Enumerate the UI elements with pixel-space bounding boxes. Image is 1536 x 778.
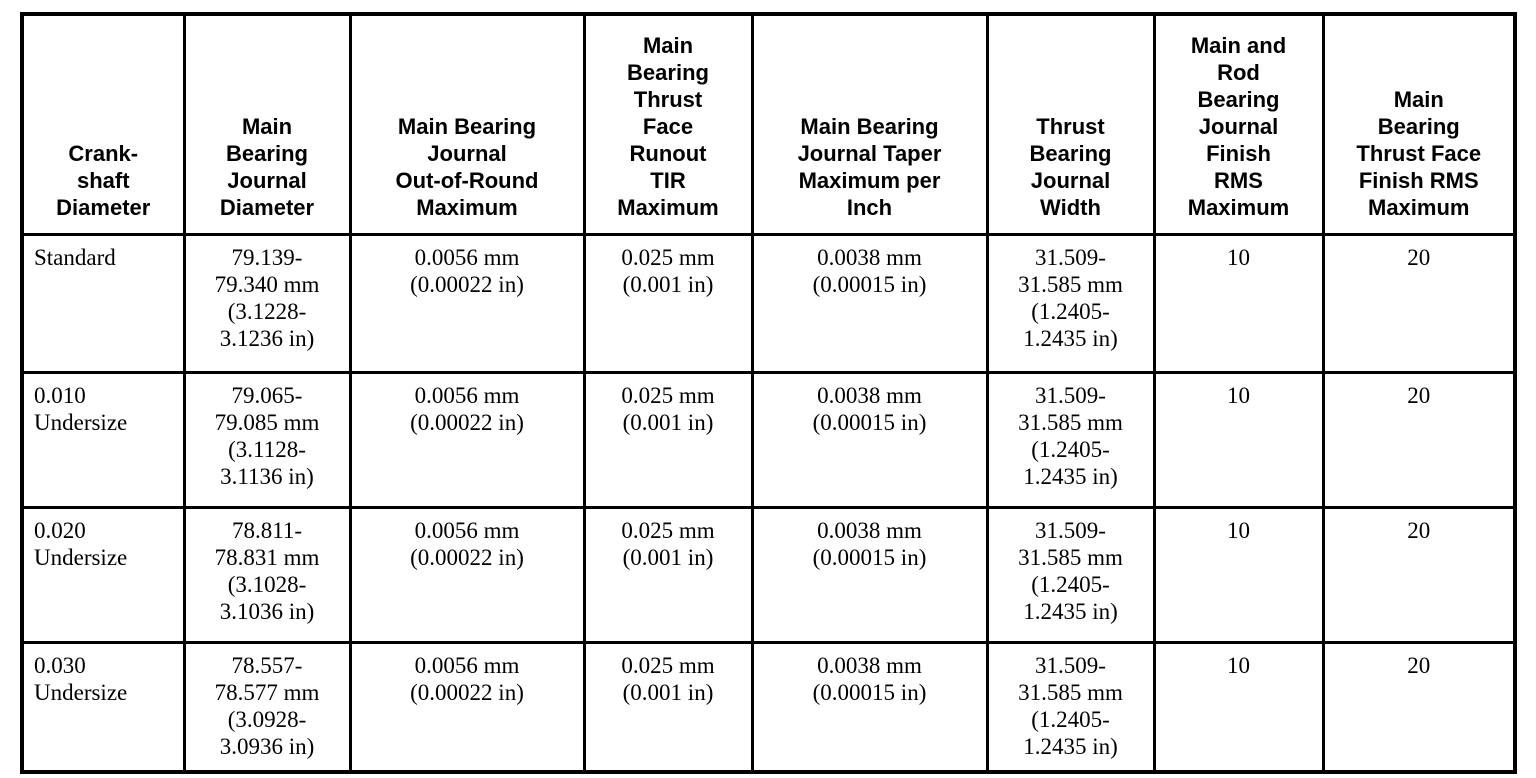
table-cell: 0.0038 mm (0.00015 in): [750, 232, 989, 374]
table-cell: Standard: [20, 232, 186, 374]
table-cell: 0.0056 mm (0.00022 in): [348, 640, 586, 774]
col-header-thrust-bearing-journal-width: Thrust Bearing Journal Width: [985, 12, 1156, 236]
table-cell: 0.0056 mm (0.00022 in): [348, 505, 586, 644]
table-cell: 0.0056 mm (0.00022 in): [348, 370, 586, 509]
table-cell: 10: [1152, 640, 1325, 774]
col-header-thrust-face-finish-rms: Main Bearing Thrust Face Finish RMS Maxi…: [1321, 12, 1517, 236]
col-header-thrust-face-runout-tir-maximum: Main Bearing Thrust Face Runout TIR Maxi…: [582, 12, 754, 236]
table-cell: 78.557- 78.577 mm (3.0928- 3.0936 in): [182, 640, 352, 774]
table-cell: 10: [1152, 232, 1325, 374]
table-cell: 31.509- 31.585 mm (1.2405- 1.2435 in): [985, 640, 1156, 774]
col-header-main-and-rod-journal-finish-rms: Main and Rod Bearing Journal Finish RMS …: [1152, 12, 1325, 236]
table-cell: 0.0038 mm (0.00015 in): [750, 370, 989, 509]
table-cell: 31.509- 31.585 mm (1.2405- 1.2435 in): [985, 232, 1156, 374]
table-cell: 0.025 mm (0.001 in): [582, 232, 754, 374]
table-cell: 0.020 Undersize: [20, 505, 186, 644]
table-cell: 20: [1321, 640, 1517, 774]
table-cell: 0.0038 mm (0.00015 in): [750, 505, 989, 644]
col-header-main-bearing-journal-diameter: Main Bearing Journal Diameter: [182, 12, 352, 236]
table-cell: 79.139- 79.340 mm (3.1228- 3.1236 in): [182, 232, 352, 374]
col-header-crankshaft-diameter: Crank- shaft Diameter: [20, 12, 186, 236]
header-row: Crank- shaft Diameter Main Bearing Journ…: [20, 12, 1517, 236]
table-row-0020-undersize: 0.020 Undersize 78.811- 78.831 mm (3.102…: [20, 505, 1517, 644]
table-cell: 0.0038 mm (0.00015 in): [750, 640, 989, 774]
table-cell: 10: [1152, 505, 1325, 644]
table-cell: 0.025 mm (0.001 in): [582, 370, 754, 509]
table-cell: 0.025 mm (0.001 in): [582, 505, 754, 644]
table-cell: 79.065- 79.085 mm (3.1128- 3.1136 in): [182, 370, 352, 509]
table-row-0030-undersize: 0.030 Undersize 78.557- 78.577 mm (3.092…: [20, 640, 1517, 774]
table-cell: 20: [1321, 370, 1517, 509]
table-row-standard: Standard 79.139- 79.340 mm (3.1228- 3.12…: [20, 232, 1517, 374]
table-cell: 0.030 Undersize: [20, 640, 186, 774]
table-cell: 31.509- 31.585 mm (1.2405- 1.2435 in): [985, 505, 1156, 644]
table-cell: 10: [1152, 370, 1325, 509]
table-cell: 0.010 Undersize: [20, 370, 186, 509]
table-cell: 0.0056 mm (0.00022 in): [348, 232, 586, 374]
table-cell: 31.509- 31.585 mm (1.2405- 1.2435 in): [985, 370, 1156, 509]
col-header-journal-taper-maximum-per-inch: Main Bearing Journal Taper Maximum per I…: [750, 12, 989, 236]
table-cell: 20: [1321, 232, 1517, 374]
col-header-journal-out-of-round-maximum: Main Bearing Journal Out-of-Round Maximu…: [348, 12, 586, 236]
table-cell: 20: [1321, 505, 1517, 644]
crankshaft-specifications-table: Crank- shaft Diameter Main Bearing Journ…: [20, 12, 1517, 774]
table-cell: 78.811- 78.831 mm (3.1028- 3.1036 in): [182, 505, 352, 644]
table-cell: 0.025 mm (0.001 in): [582, 640, 754, 774]
table-row-0010-undersize: 0.010 Undersize 79.065- 79.085 mm (3.112…: [20, 370, 1517, 509]
